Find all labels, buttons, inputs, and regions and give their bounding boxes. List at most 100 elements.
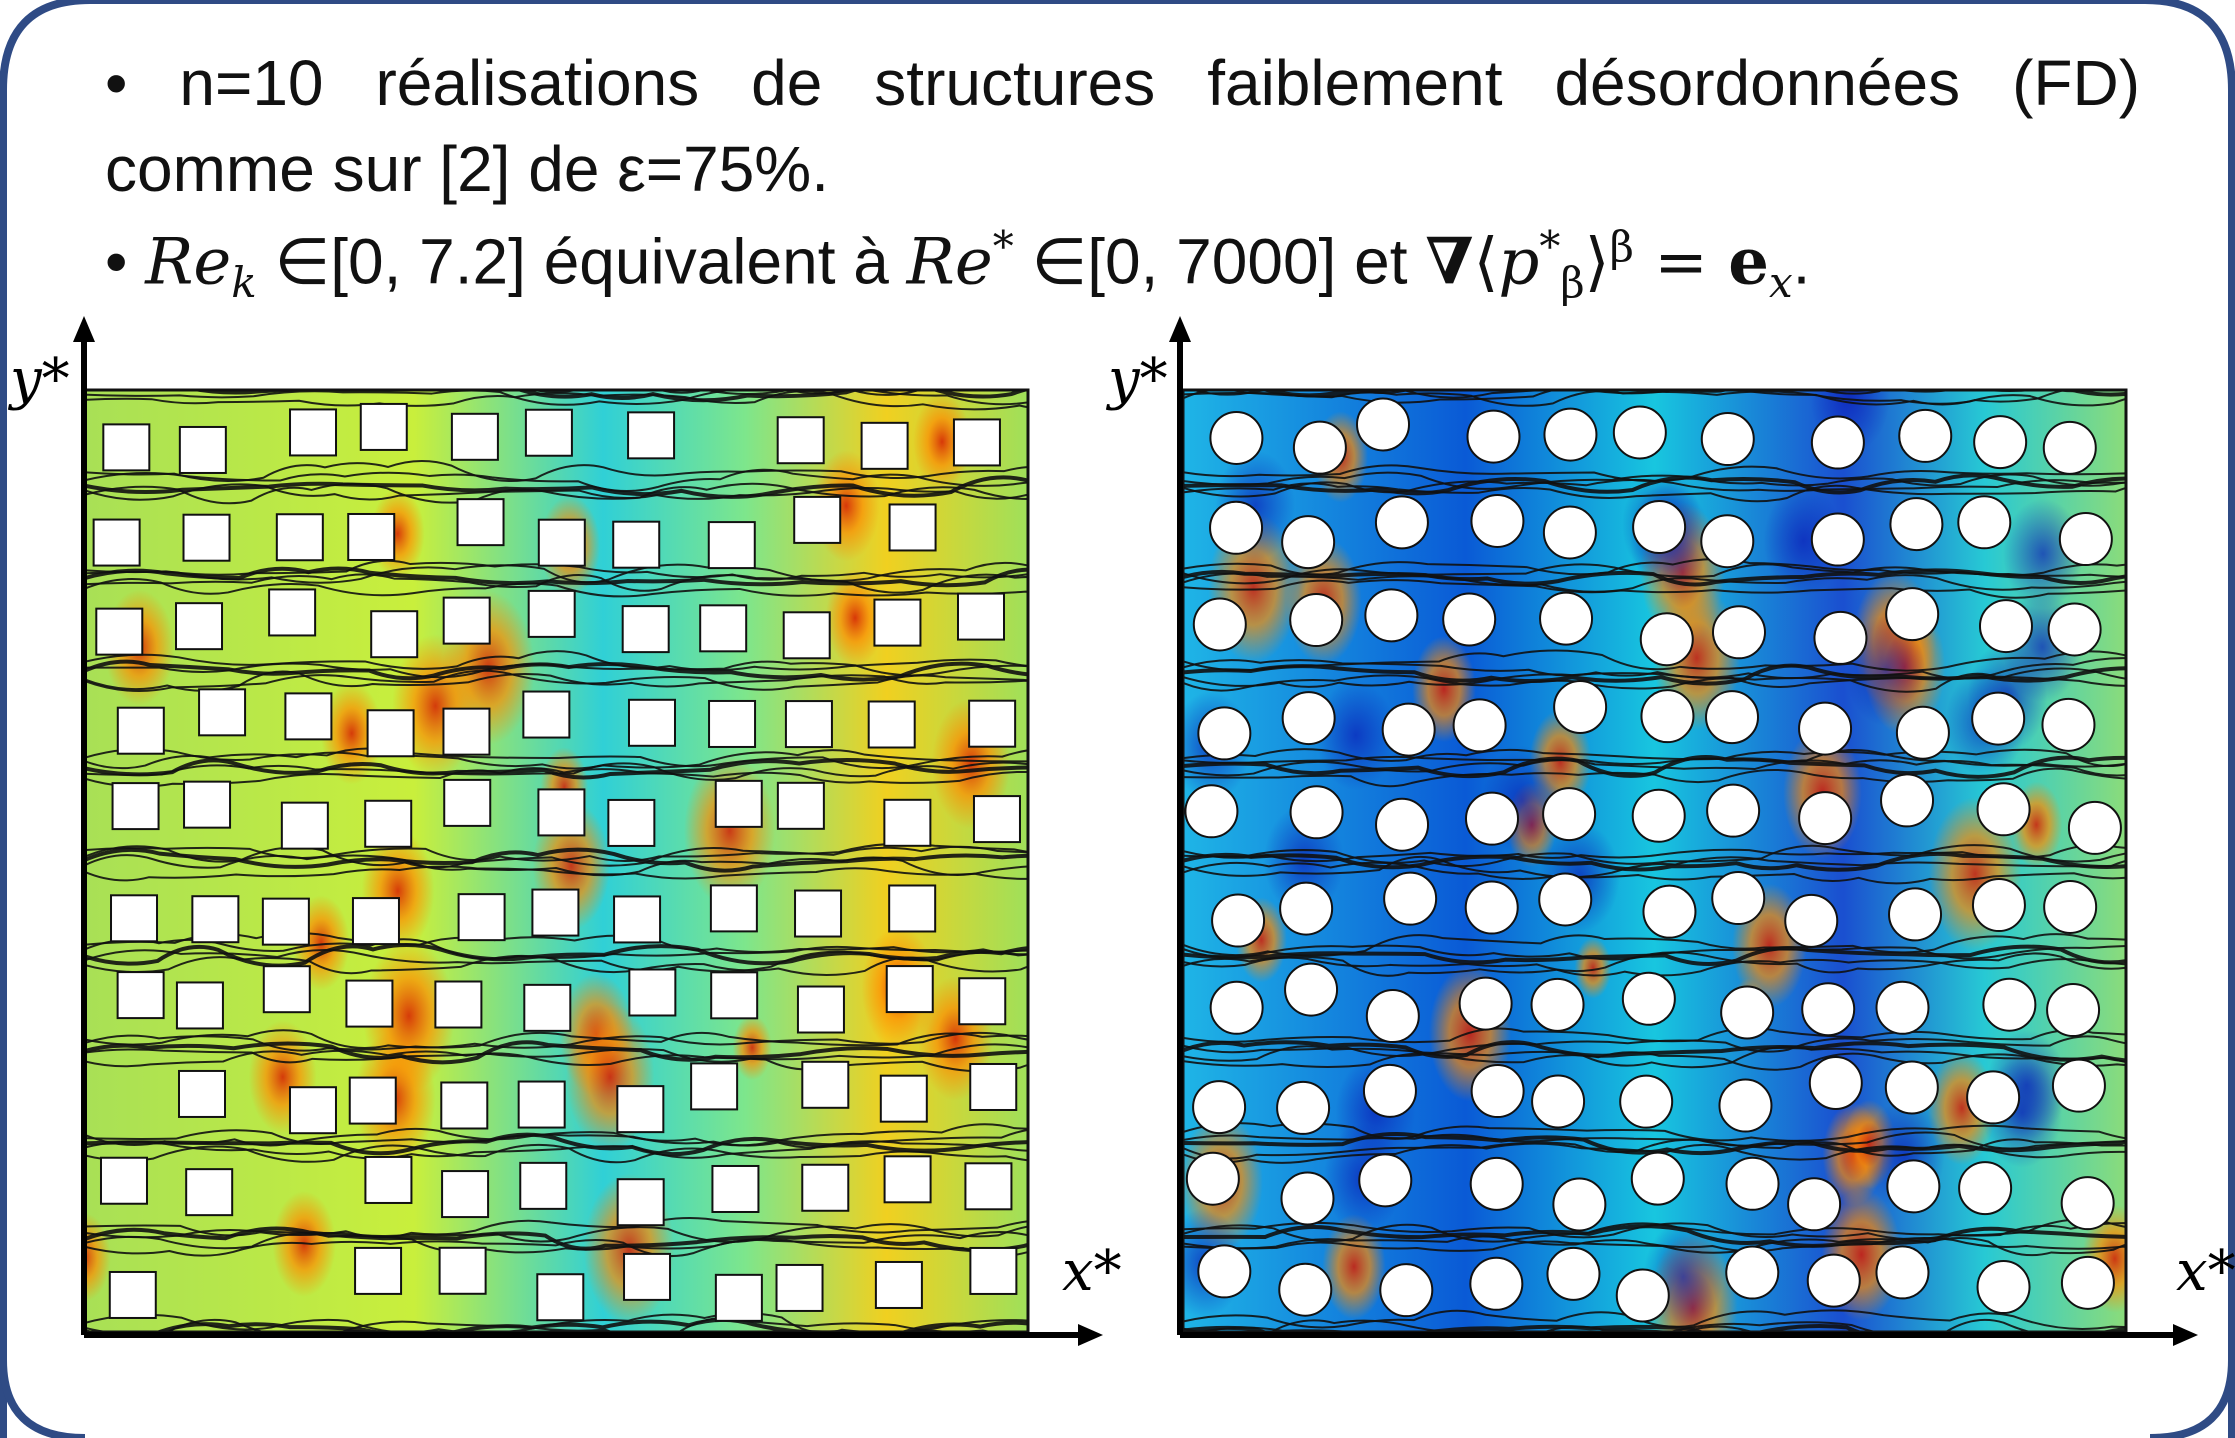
square-obstacle xyxy=(370,610,419,659)
pressure-sub: β xyxy=(1560,258,1585,308)
circle-obstacle xyxy=(1700,514,1755,569)
square-obstacle xyxy=(517,1080,566,1129)
square-obstacle xyxy=(969,1062,1018,1111)
circle-obstacle xyxy=(1546,1246,1601,1301)
square-obstacle xyxy=(108,1270,157,1319)
square-obstacle xyxy=(968,699,1017,748)
bullet-2-prefix: • xyxy=(105,225,146,298)
circle-obstacle xyxy=(1383,871,1438,926)
square-obstacle xyxy=(714,779,763,828)
square-obstacle xyxy=(262,965,311,1014)
right-axes: y* x* xyxy=(1105,316,2235,1346)
re-star-range: ∈[0, 7000] et xyxy=(1013,225,1426,298)
circle-obstacle xyxy=(1958,1161,2013,1216)
circle-obstacle xyxy=(1875,980,1930,1035)
square-obstacle xyxy=(776,416,825,465)
left-axes: y* x* xyxy=(7,316,1122,1346)
square-obstacle xyxy=(442,596,491,645)
circle-obstacle xyxy=(1813,610,1868,665)
square-obstacle xyxy=(801,1163,850,1212)
right-xlabel: x* xyxy=(2176,1239,2235,1304)
circle-obstacle xyxy=(1705,690,1760,745)
circle-obstacle xyxy=(1543,407,1598,462)
square-obstacle xyxy=(175,602,224,651)
circle-obstacle xyxy=(1375,797,1430,852)
circle-obstacle xyxy=(1711,871,1766,926)
circle-obstacle xyxy=(1615,1268,1670,1323)
square-obstacle xyxy=(883,798,932,847)
circle-obstacle xyxy=(1281,515,1336,570)
average-beta: β xyxy=(1609,222,1634,271)
circle-obstacle xyxy=(1211,893,1266,948)
circle-obstacle xyxy=(1209,410,1264,465)
square-obstacle xyxy=(956,592,1005,641)
square-obstacle xyxy=(708,699,757,748)
square-obstacle xyxy=(613,895,662,944)
square-obstacle xyxy=(784,700,833,749)
circle-obstacle xyxy=(1284,962,1339,1017)
square-obstacle xyxy=(185,1168,234,1217)
pressure-symbol: p xyxy=(1498,225,1540,300)
square-obstacle xyxy=(607,798,656,847)
square-obstacle xyxy=(438,1246,487,1295)
square-obstacle xyxy=(182,513,231,562)
circle-obstacle xyxy=(1469,1256,1524,1311)
circle-obstacle xyxy=(1725,1245,1780,1300)
square-obstacle xyxy=(537,518,586,567)
unit-vector-sub: x xyxy=(1768,258,1793,308)
square-obstacle xyxy=(280,801,329,850)
square-obstacle xyxy=(627,411,676,460)
circle-obstacle xyxy=(1895,705,1950,760)
circle-obstacle xyxy=(1279,881,1334,936)
circle-obstacle xyxy=(2067,800,2122,855)
square-obstacle xyxy=(524,408,573,457)
square-obstacle xyxy=(110,894,159,943)
circle-obstacle xyxy=(1957,495,2012,550)
square-obstacle xyxy=(268,588,317,637)
square-obstacle xyxy=(873,598,922,647)
circle-obstacle xyxy=(1362,1063,1417,1118)
re-star-sup: * xyxy=(992,222,1014,271)
square-obstacle xyxy=(289,408,338,457)
square-obstacle xyxy=(351,897,400,946)
circle-obstacle xyxy=(1642,884,1697,939)
square-obstacle xyxy=(969,1246,1018,1295)
square-obstacle xyxy=(794,889,843,938)
circle-obstacle xyxy=(1630,1151,1685,1206)
circle-obstacle xyxy=(1982,977,2037,1032)
circle-obstacle xyxy=(2058,512,2113,567)
circle-obstacle xyxy=(1553,679,1608,734)
square-obstacle xyxy=(711,1164,760,1213)
square-obstacle xyxy=(359,402,408,451)
circle-obstacle xyxy=(1539,591,1594,646)
pressure-sup: * xyxy=(1539,222,1561,271)
re-star-symbol: Re xyxy=(906,225,993,300)
square-obstacle xyxy=(623,1252,672,1301)
circle-obstacle xyxy=(1884,1060,1939,1115)
right-ylabel: y* xyxy=(1105,347,1168,412)
square-obstacle xyxy=(707,521,756,570)
square-obstacle xyxy=(964,1162,1013,1211)
square-obstacle xyxy=(191,895,240,944)
square-obstacle xyxy=(366,709,415,758)
square-obstacle xyxy=(616,1178,665,1227)
circle-obstacle xyxy=(1619,1074,1674,1129)
circle-obstacle xyxy=(1185,1151,1240,1206)
circle-obstacle xyxy=(1289,593,1344,648)
square-obstacle xyxy=(95,607,144,656)
circle-obstacle xyxy=(1530,977,1585,1032)
square-obstacle xyxy=(709,884,758,933)
circle-obstacle xyxy=(1365,989,1420,1044)
square-obstacle xyxy=(627,698,676,747)
circle-obstacle xyxy=(1542,505,1597,560)
square-obstacle xyxy=(952,418,1001,467)
circle-obstacle xyxy=(1798,701,1853,756)
circle-obstacle xyxy=(1875,1245,1930,1300)
circle-obstacle xyxy=(1364,588,1419,643)
square-obstacle xyxy=(958,977,1007,1026)
circle-obstacle xyxy=(1808,1055,1863,1110)
square-obstacle xyxy=(354,1246,403,1295)
square-obstacle xyxy=(776,781,825,830)
square-obstacle xyxy=(537,788,586,837)
